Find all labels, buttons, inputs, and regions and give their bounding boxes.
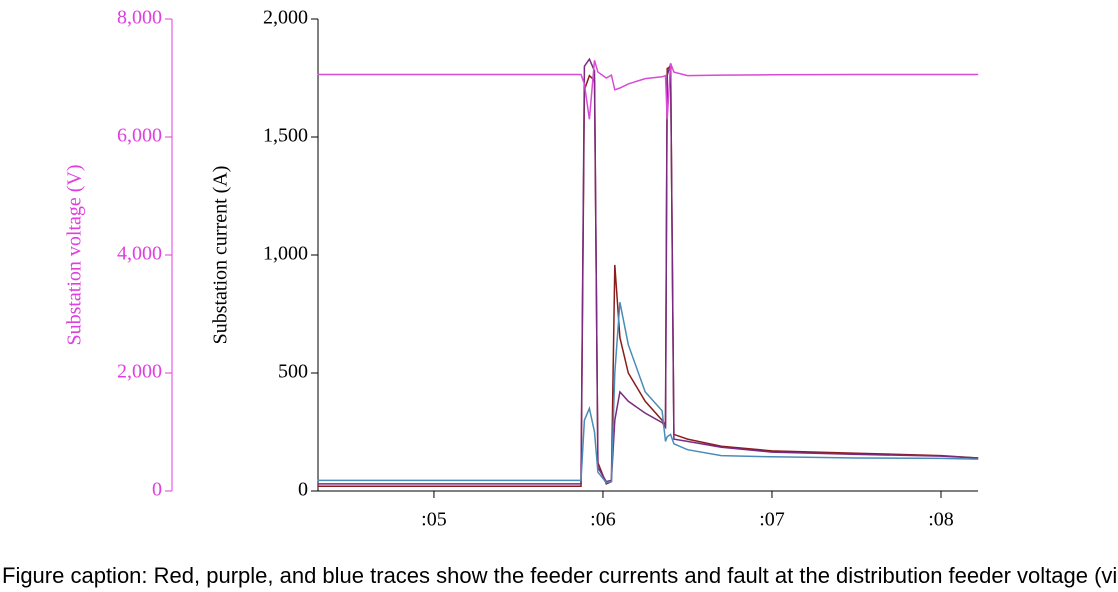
x-tick-label: :05 xyxy=(421,509,447,531)
y2-tick-label: 4,000 xyxy=(117,243,162,265)
y-tick-label: 2,000 xyxy=(263,7,308,29)
series-line xyxy=(317,60,979,120)
y2-tick-label: 6,000 xyxy=(117,125,162,147)
x-tick-label: :07 xyxy=(759,509,785,531)
y2-tick-label: 8,000 xyxy=(117,7,162,29)
y-axis-label: Substation current (A) xyxy=(210,166,232,345)
x-tick-label: :08 xyxy=(928,509,954,531)
y2-tick-label: 2,000 xyxy=(117,361,162,383)
series-line xyxy=(317,64,979,488)
y-tick-label: 1,000 xyxy=(263,243,308,265)
x-tick-label: :06 xyxy=(590,509,616,531)
y-tick-label: 0 xyxy=(298,479,308,501)
series-line xyxy=(317,302,979,484)
caption: Figure caption: Red, purple, and blue tr… xyxy=(2,563,1118,588)
y-tick-label: 1,500 xyxy=(263,125,308,147)
y-tick-label: 500 xyxy=(278,361,308,383)
y2-tick-label: 0 xyxy=(152,479,162,501)
series-line xyxy=(317,57,979,485)
y2-axis-label: Substation voltage (V) xyxy=(64,164,86,345)
